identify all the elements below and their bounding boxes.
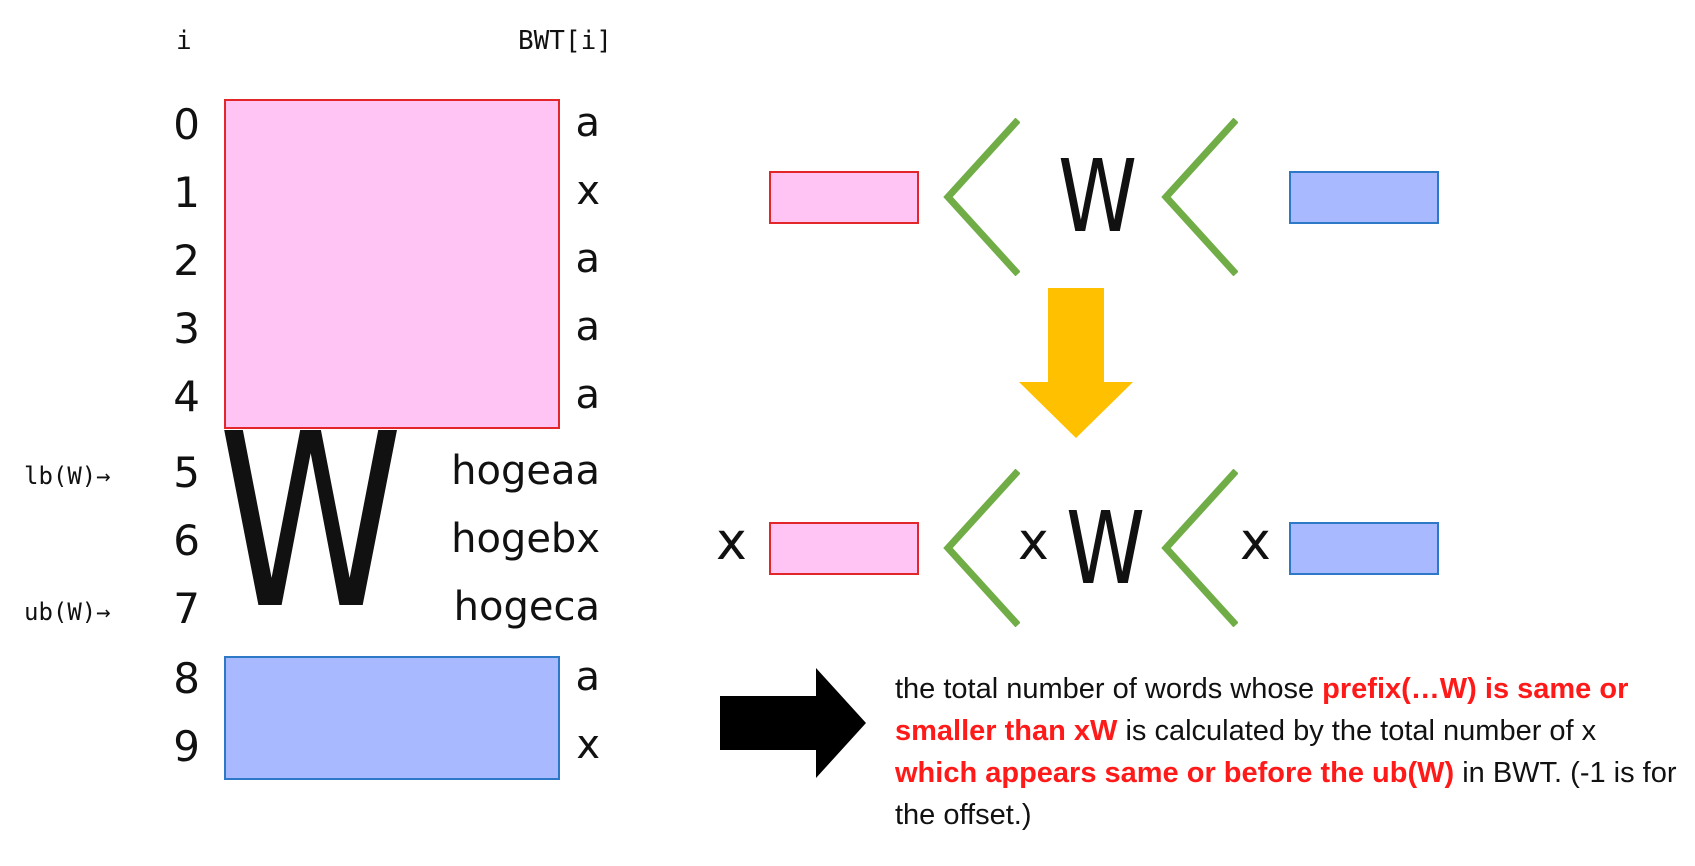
bwt-9: x [576,722,600,768]
bottom-w-label: W [1066,490,1146,607]
lb-pointer-label: lb(W)→ [24,462,111,490]
bwt-0: a [575,100,600,146]
index-1: 1 [173,168,200,217]
down-arrow-icon [1019,288,1133,438]
right-arrow-icon [720,668,866,778]
index-9: 9 [173,722,200,771]
bwt-3: a [575,304,600,350]
bottom-left-chevron [943,469,1020,627]
bwt-2: a [575,236,600,282]
explanation-highlight-2: which appears same or before the ub(W) [895,757,1455,789]
header-bwt: BWT[i] [518,26,612,56]
index-4: 4 [173,372,200,421]
bottom-right-chevron [1161,469,1238,627]
index-7: 7 [173,584,200,633]
header-i: i [176,26,192,56]
explanation-highlight-1: prefix(…W) is same or smaller than xW [895,673,1629,747]
explanation-text: the total number of words whose prefix(…… [895,668,1685,836]
pink-range-box [224,99,560,429]
top-w-label: W [1058,138,1138,255]
bottom-x-left: x [716,512,747,572]
bwt-1: x [576,168,600,214]
index-5: 5 [173,448,200,497]
explanation-part-2: is calculated by the total number of x [1117,715,1597,747]
index-6: 6 [173,516,200,565]
top-pink-box [769,171,919,224]
bottom-blue-box [1289,522,1439,575]
bwt-8: a [575,654,600,700]
bottom-pink-box [769,522,919,575]
big-w-label: W [218,382,404,662]
bottom-x-right: x [1240,512,1271,572]
top-right-chevron [1161,118,1238,276]
blue-range-box [224,656,560,780]
index-8: 8 [173,654,200,703]
top-left-chevron [943,118,1020,276]
index-0: 0 [173,100,200,149]
bottom-x-mid: x [1018,512,1049,572]
explanation-part-3: in BWT. (-1 is for the offset.) [895,757,1677,831]
bwt-6: hogebx [451,516,600,562]
index-2: 2 [173,236,200,285]
top-blue-box [1289,171,1439,224]
bwt-7: hogeca [453,584,600,630]
explanation-part-1: the total number of words whose [895,673,1323,705]
ub-pointer-label: ub(W)→ [24,598,111,626]
bwt-5: hogeaa [451,448,600,494]
index-3: 3 [173,304,200,353]
bwt-4: a [575,372,600,418]
